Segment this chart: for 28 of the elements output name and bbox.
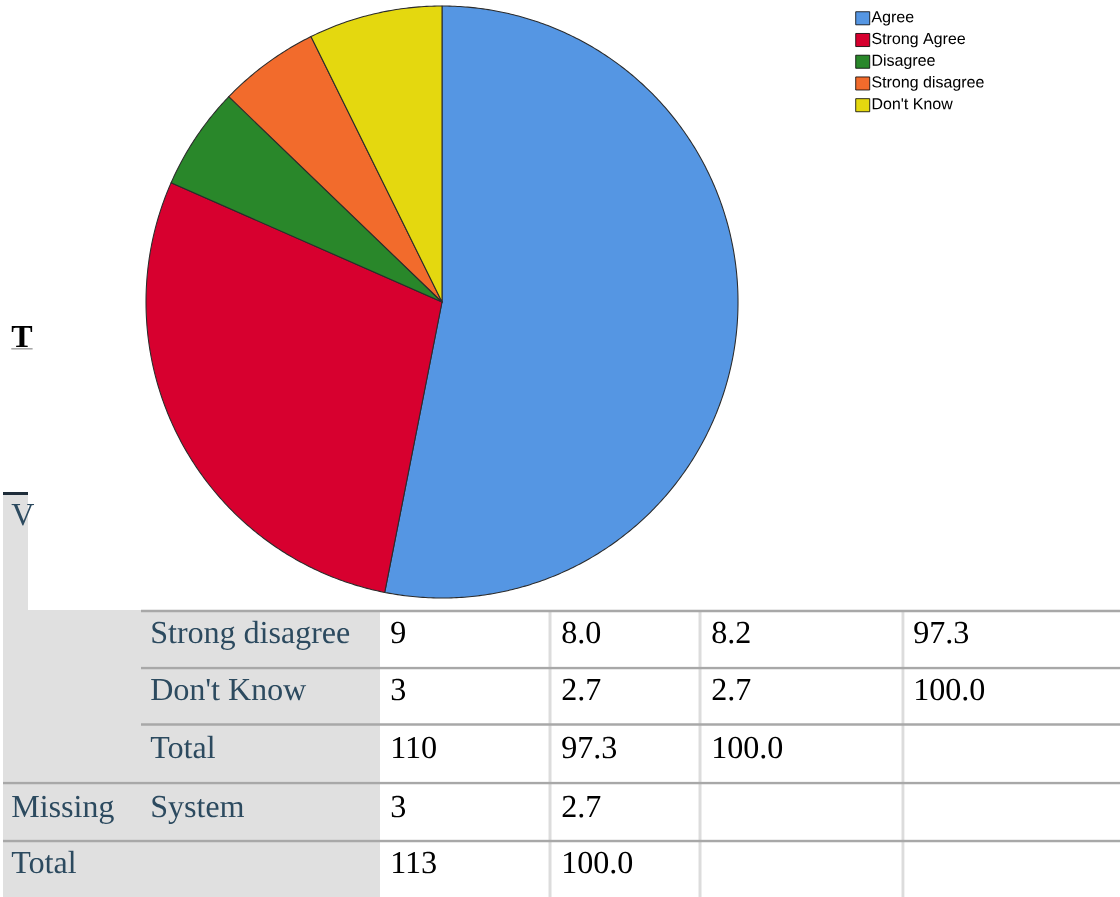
text: 97.3	[562, 736, 617, 759]
text: Total	[11, 850, 76, 874]
text: 9	[391, 621, 405, 644]
text: 2.7	[712, 678, 751, 701]
text: 113	[393, 851, 436, 874]
text: T	[11, 326, 33, 348]
text: 100.0	[916, 678, 985, 701]
text: Missing	[12, 795, 114, 824]
text: Strong disagree	[152, 620, 350, 650]
text: 110	[393, 736, 436, 759]
text: Total	[150, 735, 215, 759]
text: 100.0	[564, 851, 633, 874]
legend-label: Don't Know	[872, 98, 953, 110]
text: 8.2	[712, 621, 750, 644]
text: V	[11, 504, 35, 526]
text: 97.3	[914, 621, 969, 644]
text: 3	[391, 678, 406, 701]
legend-label: Strong Agree	[872, 32, 965, 48]
text: 8.0	[562, 621, 601, 644]
legend-label: Agree	[871, 11, 914, 26]
legend-label: Strong disagree	[872, 75, 984, 91]
text: 3	[391, 795, 406, 818]
text: 2.7	[562, 678, 601, 701]
text: System	[152, 795, 244, 824]
text: 100.0	[714, 736, 783, 759]
text: 2.7	[562, 795, 601, 818]
legend-label: Disagree	[872, 54, 935, 70]
text: Don't Know	[151, 679, 307, 701]
